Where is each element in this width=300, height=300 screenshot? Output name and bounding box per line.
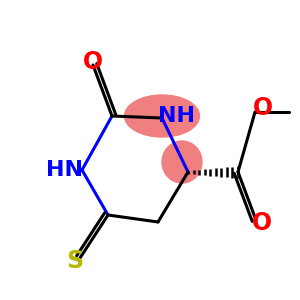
Text: O: O [253,96,273,120]
Text: NH: NH [158,106,194,126]
Text: O: O [83,50,103,74]
Text: S: S [66,249,84,273]
Ellipse shape [162,141,202,183]
Ellipse shape [124,95,200,137]
Text: HN: HN [46,160,82,180]
Text: O: O [252,211,272,235]
